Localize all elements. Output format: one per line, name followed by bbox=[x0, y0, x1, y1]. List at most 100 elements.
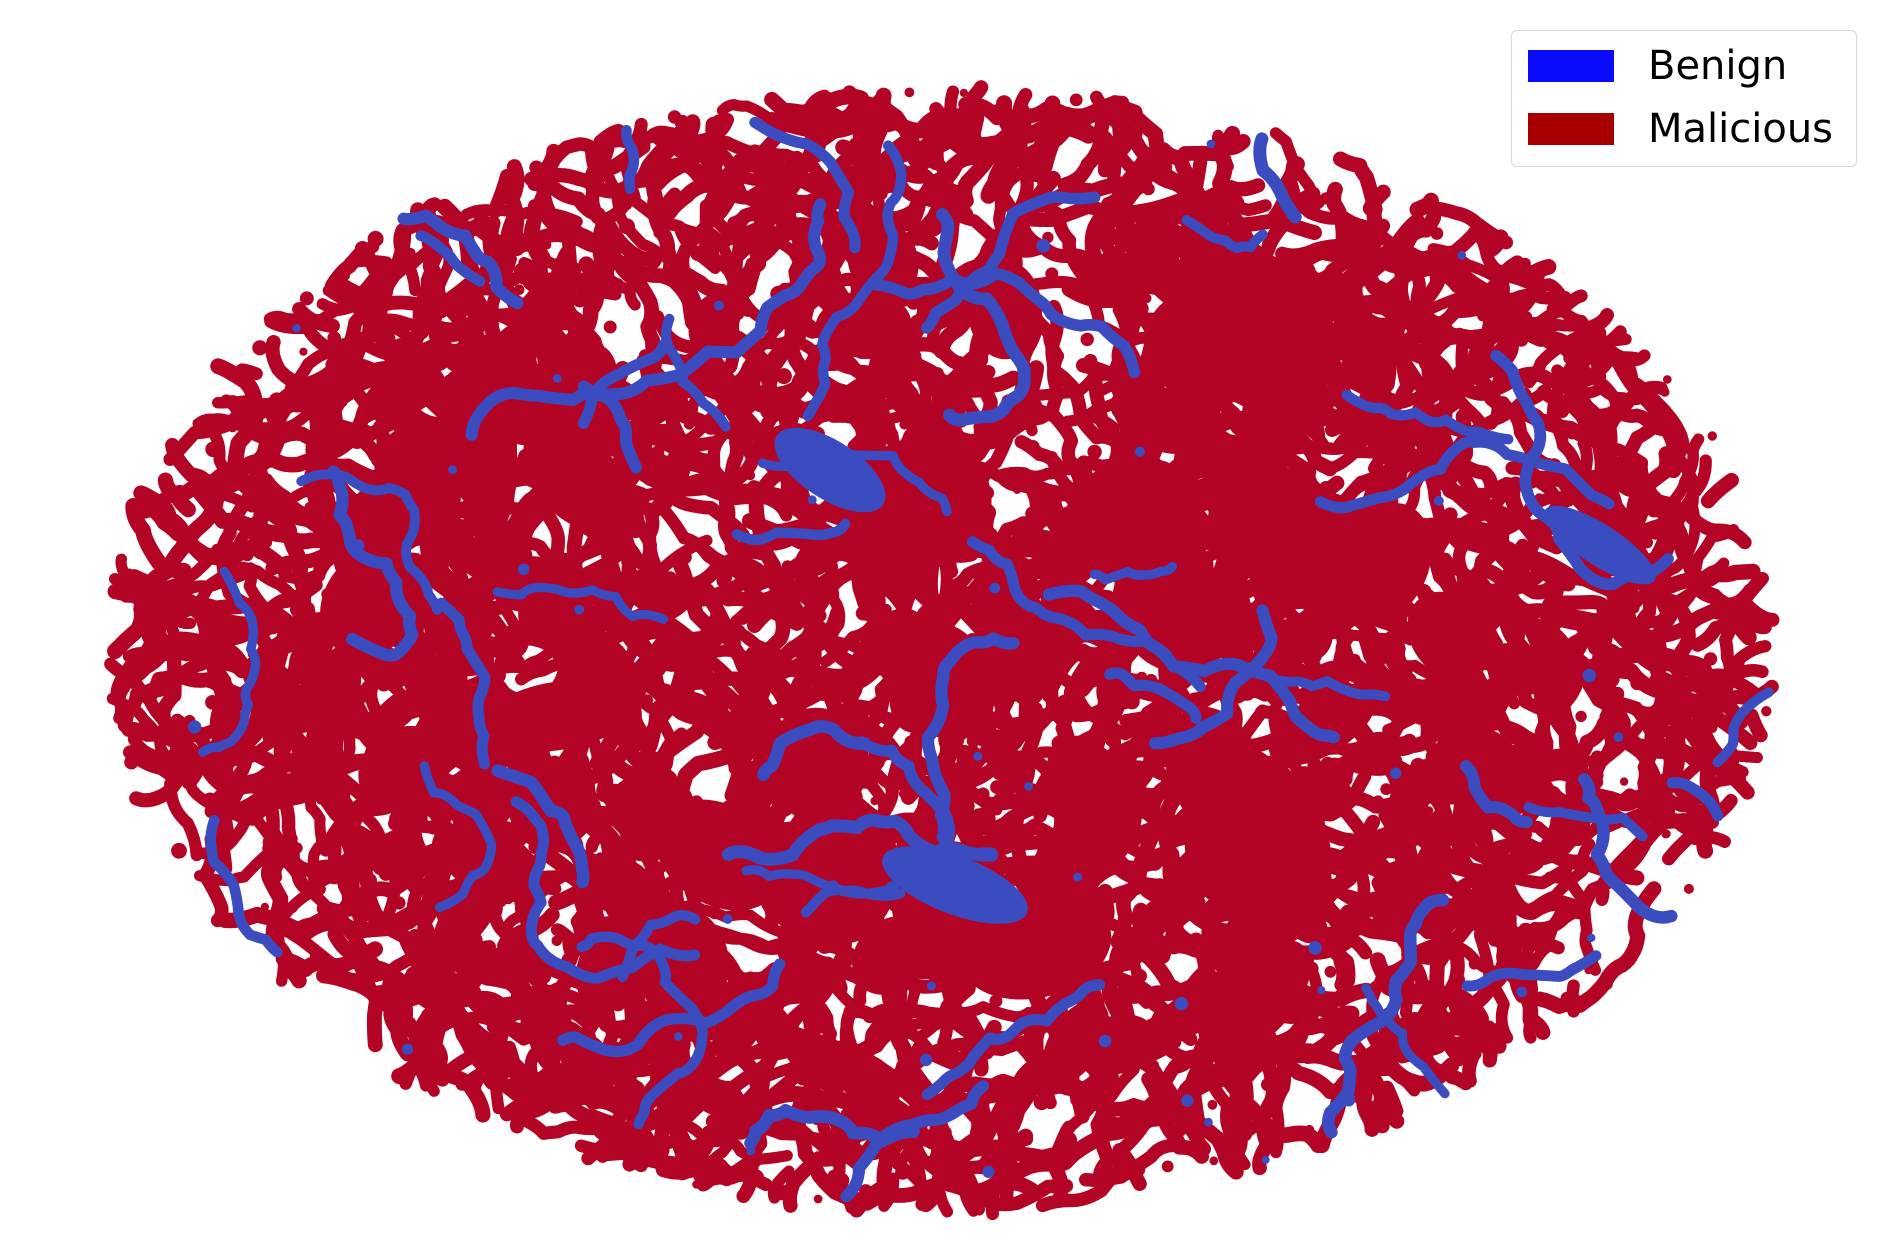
malicious-point bbox=[112, 579, 127, 594]
benign-strand bbox=[1341, 389, 1514, 445]
malicious-point bbox=[1123, 1031, 1140, 1048]
malicious-point bbox=[373, 459, 383, 469]
malicious-point bbox=[122, 568, 136, 582]
malicious-point bbox=[871, 404, 883, 415]
malicious-point bbox=[368, 903, 381, 915]
malicious-point bbox=[493, 377, 507, 391]
malicious-point bbox=[1497, 324, 1512, 339]
malicious-point bbox=[959, 88, 969, 98]
benign-strand bbox=[1461, 950, 1602, 992]
benign-strand bbox=[731, 518, 851, 546]
malicious-strand bbox=[1700, 472, 1739, 509]
benign-point bbox=[1613, 732, 1624, 742]
malicious-point bbox=[1257, 357, 1268, 368]
malicious-point bbox=[567, 1096, 583, 1112]
malicious-strand bbox=[123, 745, 178, 782]
benign-point bbox=[1587, 933, 1596, 942]
malicious-strand bbox=[1269, 248, 1346, 315]
malicious-point bbox=[467, 515, 484, 531]
malicious-strand bbox=[1293, 416, 1388, 455]
malicious-point bbox=[1430, 227, 1444, 240]
malicious-point bbox=[405, 247, 416, 258]
malicious-point bbox=[1238, 1078, 1251, 1092]
malicious-strand bbox=[619, 583, 690, 752]
malicious-point bbox=[1390, 754, 1403, 767]
malicious-point bbox=[371, 260, 388, 277]
malicious-point bbox=[1050, 1052, 1066, 1069]
malicious-point bbox=[149, 593, 160, 605]
benign-strand bbox=[840, 1080, 990, 1203]
malicious-point bbox=[825, 1131, 837, 1143]
malicious-point bbox=[1240, 898, 1256, 915]
malicious-point bbox=[550, 699, 563, 712]
malicious-point bbox=[304, 692, 314, 702]
benign-strand bbox=[1322, 893, 1450, 1139]
malicious-strand bbox=[636, 353, 871, 417]
benign-strand bbox=[966, 536, 1206, 693]
malicious-point bbox=[386, 603, 397, 614]
malicious-strand bbox=[393, 223, 421, 297]
benign-strand bbox=[557, 958, 786, 1058]
benign-strand bbox=[435, 597, 491, 770]
benign-strand bbox=[1042, 584, 1340, 744]
malicious-point bbox=[906, 1019, 917, 1029]
malicious-point bbox=[895, 1165, 910, 1180]
malicious-strand bbox=[381, 976, 442, 1086]
malicious-point bbox=[816, 939, 829, 952]
benign-point bbox=[188, 720, 202, 734]
malicious-point bbox=[1355, 732, 1365, 742]
malicious-point bbox=[1284, 850, 1298, 864]
malicious-point bbox=[604, 654, 615, 665]
malicious-point bbox=[780, 485, 792, 497]
malicious-point bbox=[638, 739, 648, 750]
malicious-strand bbox=[1450, 694, 1506, 876]
malicious-point bbox=[923, 682, 934, 694]
malicious-strand bbox=[985, 1099, 1027, 1221]
malicious-strand bbox=[381, 724, 456, 924]
malicious-point bbox=[1145, 579, 1154, 588]
malicious-strand bbox=[1209, 885, 1331, 1065]
malicious-strand bbox=[849, 186, 963, 357]
malicious-point bbox=[1651, 822, 1663, 835]
malicious-point bbox=[568, 748, 584, 764]
malicious-strand bbox=[498, 208, 521, 312]
malicious-strand bbox=[1194, 220, 1366, 305]
malicious-point bbox=[847, 926, 860, 939]
malicious-point bbox=[1513, 564, 1526, 577]
benign-point bbox=[1390, 767, 1402, 779]
malicious-point bbox=[1334, 988, 1350, 1004]
malicious-point bbox=[590, 899, 601, 910]
malicious-point bbox=[1364, 567, 1380, 583]
malicious-point bbox=[1451, 327, 1468, 344]
malicious-point bbox=[641, 694, 654, 707]
malicious-point bbox=[1210, 1014, 1221, 1025]
malicious-point bbox=[1023, 233, 1033, 243]
malicious-strand bbox=[717, 434, 745, 574]
malicious-point bbox=[834, 1172, 850, 1188]
malicious-point bbox=[898, 788, 910, 799]
malicious-strand bbox=[428, 942, 643, 1149]
benign-point bbox=[989, 582, 1001, 594]
malicious-strand bbox=[1362, 518, 1561, 680]
malicious-point bbox=[1150, 1084, 1166, 1100]
benign-strand bbox=[1261, 671, 1391, 702]
malicious-point bbox=[761, 735, 774, 749]
malicious-point bbox=[240, 548, 254, 562]
malicious-point bbox=[851, 972, 863, 985]
malicious-strand bbox=[1362, 1064, 1405, 1129]
series-benign bbox=[188, 116, 1774, 1203]
malicious-point bbox=[715, 718, 730, 734]
benign-strand bbox=[1460, 760, 1533, 829]
malicious-point bbox=[1228, 1136, 1243, 1151]
malicious-strand bbox=[311, 610, 495, 805]
malicious-point bbox=[1469, 580, 1479, 590]
malicious-point bbox=[499, 1058, 509, 1068]
malicious-point bbox=[1663, 375, 1672, 384]
benign-strand bbox=[1490, 349, 1674, 591]
malicious-point bbox=[229, 630, 238, 640]
malicious-strand bbox=[1435, 462, 1648, 683]
malicious-strand bbox=[1146, 750, 1312, 805]
malicious-point bbox=[943, 551, 954, 563]
malicious-strand bbox=[214, 601, 315, 709]
malicious-point bbox=[1393, 510, 1405, 522]
